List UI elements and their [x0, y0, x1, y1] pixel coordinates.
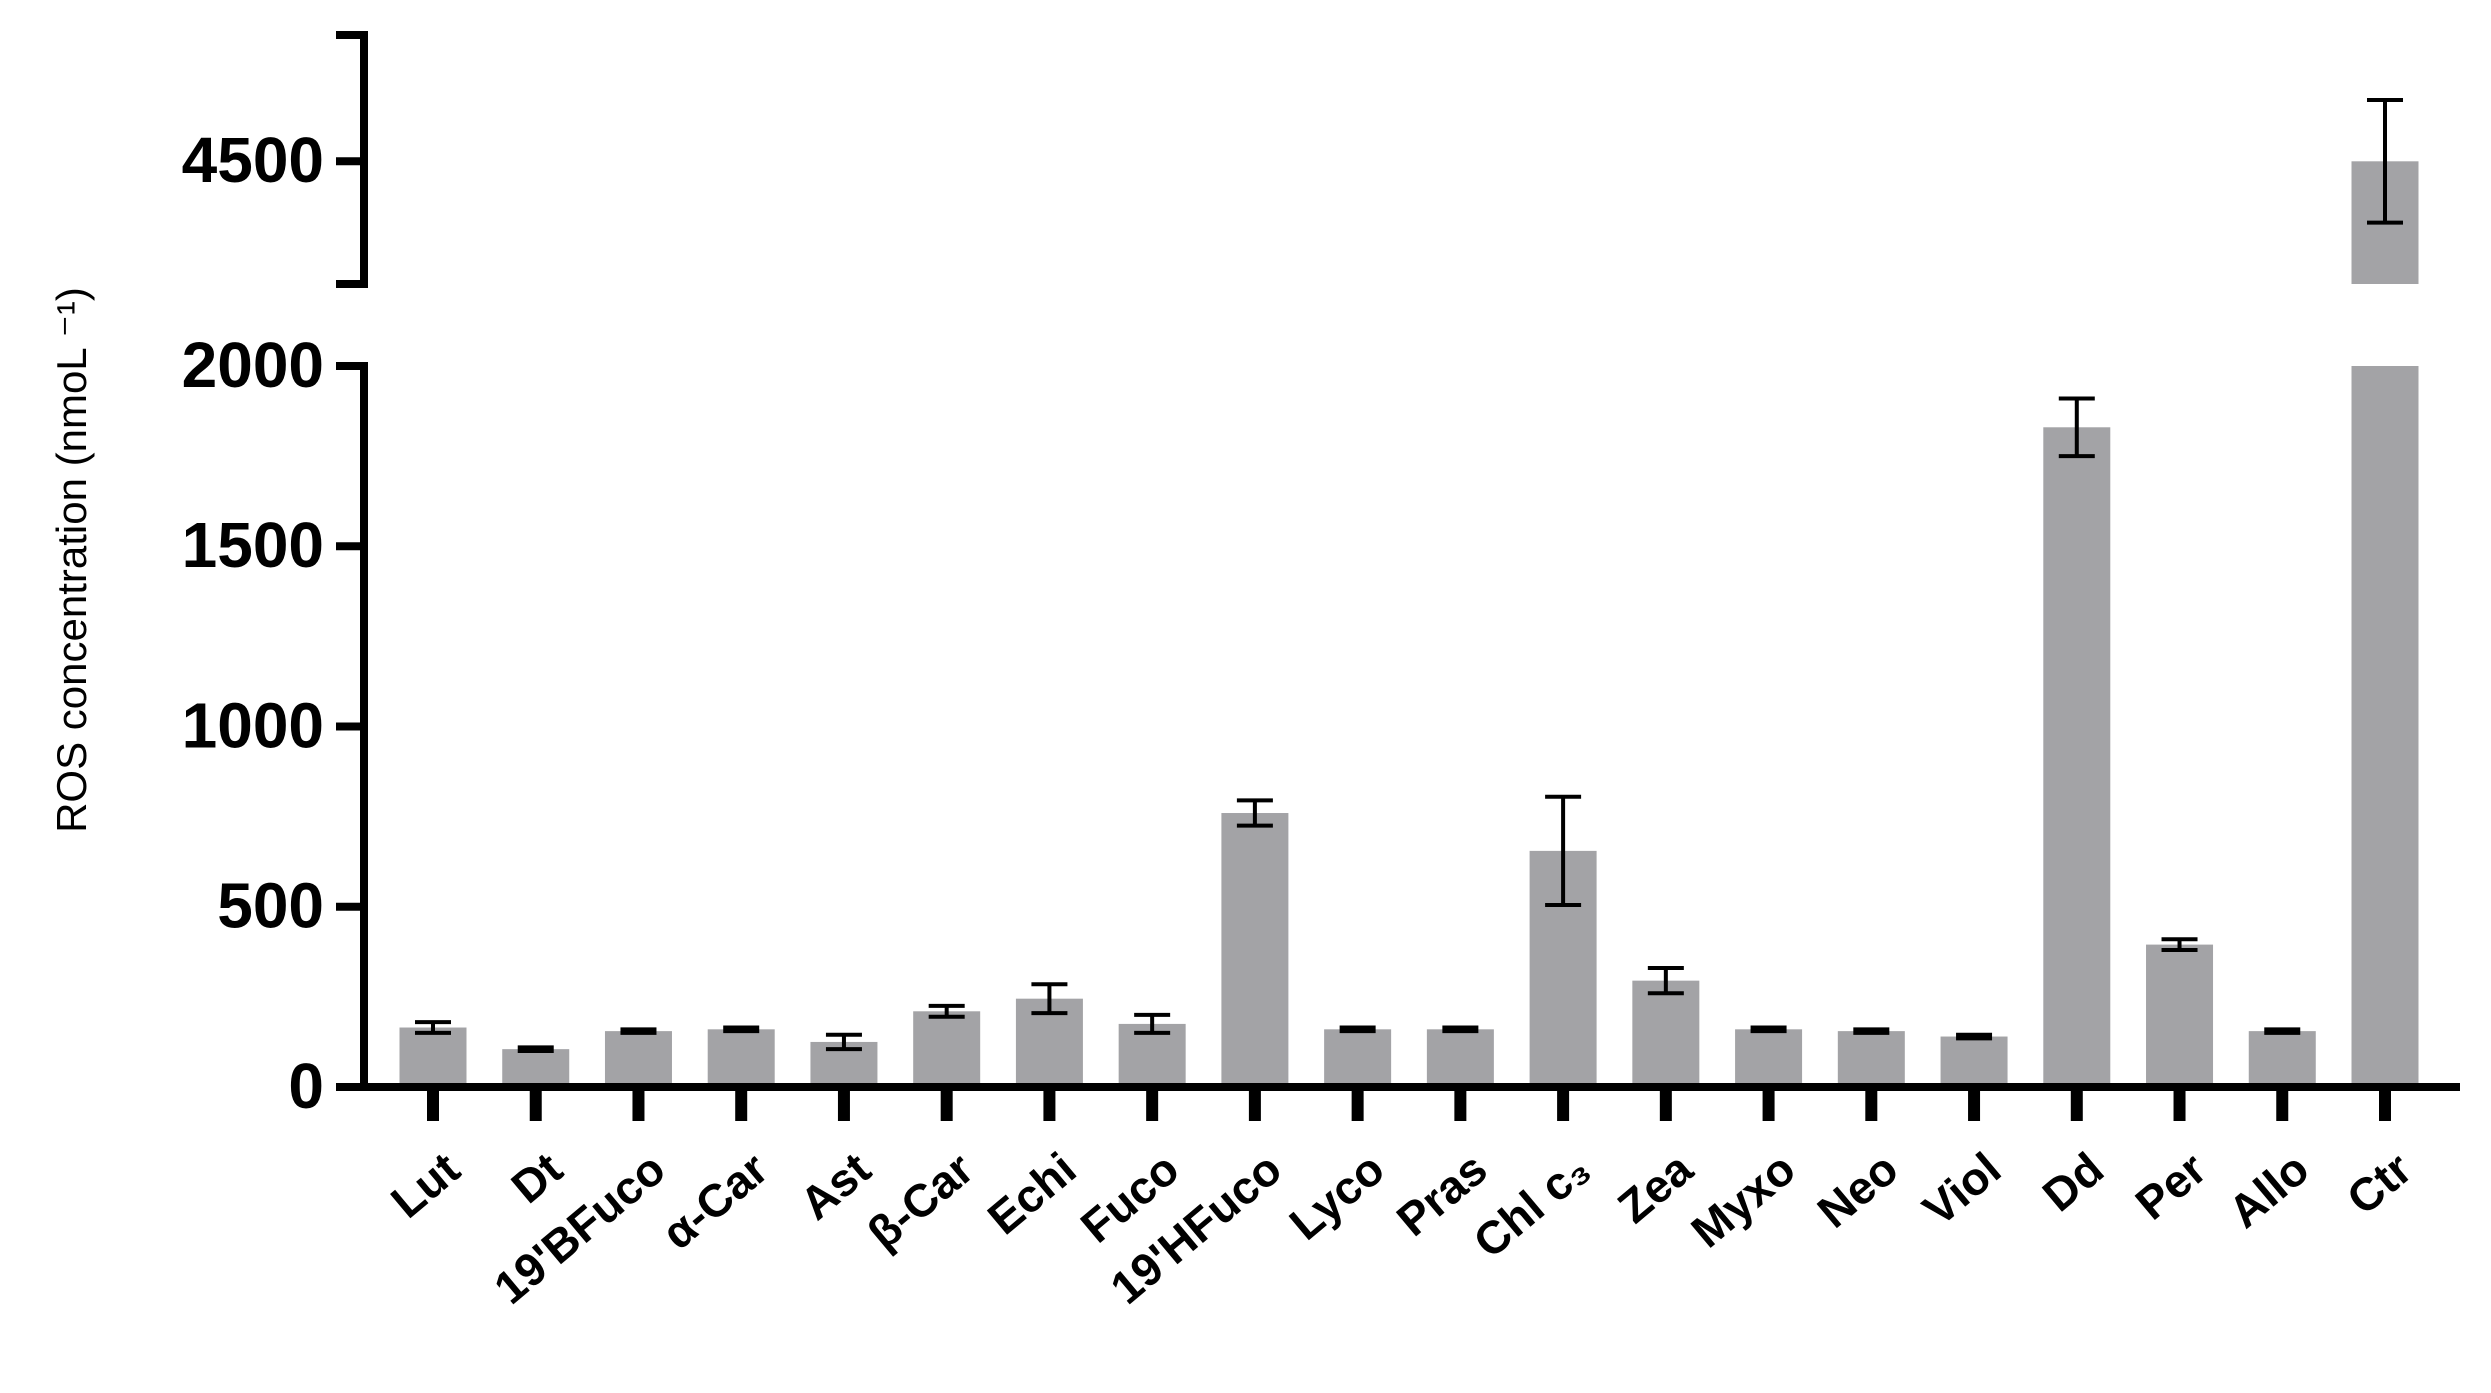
error-bar — [1647, 966, 1684, 996]
bar — [1324, 1029, 1392, 1087]
bar — [1735, 1029, 1803, 1087]
y-tick-label: 2000 — [182, 329, 324, 401]
x-tick-label: Neo — [1808, 1142, 1908, 1238]
y-axis-label: ROS concentration (nmoL ⁻¹) — [48, 287, 95, 833]
error-bar — [415, 1020, 451, 1035]
error-bar — [1031, 982, 1068, 1016]
x-tick-label: Ctr — [2337, 1142, 2421, 1225]
x-tick-label: Dt — [501, 1142, 572, 1213]
x-tick-label: Per — [2126, 1142, 2216, 1230]
error-bar — [1236, 798, 1273, 828]
bar — [399, 1027, 467, 1087]
error-bar — [2058, 396, 2095, 459]
bar — [707, 1029, 775, 1087]
bar — [1426, 1029, 1494, 1087]
x-tick-label: Echi — [978, 1142, 1086, 1244]
y-tick-label: 1000 — [182, 689, 324, 761]
error-bar — [1853, 1027, 1890, 1035]
error-bar — [1545, 794, 1582, 907]
x-tick-label: Myxo — [1681, 1142, 1805, 1257]
x-tick-label: Dd — [2033, 1142, 2113, 1221]
bar — [1632, 980, 1700, 1087]
error-bar — [723, 1025, 760, 1034]
error-bar — [928, 1003, 965, 1019]
bar — [1940, 1036, 2008, 1087]
x-tick-label: Chl c₃ — [1463, 1142, 1599, 1268]
y-tick-label: 1500 — [182, 509, 324, 581]
bar — [2043, 427, 2111, 1087]
bar — [2146, 944, 2214, 1087]
y-tick-label: 500 — [217, 870, 324, 942]
x-tick-label: Viol — [1913, 1142, 2010, 1236]
error-bar — [2264, 1027, 2301, 1035]
x-tick-label: α-Car — [652, 1142, 778, 1259]
error-bar — [620, 1027, 657, 1035]
error-bar — [2367, 97, 2403, 225]
x-tick-label: Lut — [381, 1142, 469, 1228]
error-bar — [1442, 1025, 1479, 1034]
bar — [502, 1049, 570, 1087]
error-bar — [1339, 1025, 1376, 1034]
bar — [604, 1031, 672, 1087]
x-tick-label: β-Car — [857, 1142, 983, 1259]
x-tick-label: Allo — [2219, 1142, 2319, 1238]
error-bar — [2161, 937, 2198, 953]
error-bar — [1134, 1012, 1171, 1035]
y-tick-label: 0 — [288, 1050, 324, 1122]
error-bar — [1956, 1032, 1993, 1041]
bar — [1221, 813, 1289, 1087]
bar — [1837, 1031, 1905, 1087]
error-bar — [825, 1032, 862, 1052]
bar — [2248, 1031, 2316, 1087]
x-tick-label: Lyco — [1280, 1142, 1394, 1250]
bar — [2351, 366, 2419, 1087]
error-bar — [1750, 1025, 1787, 1034]
error-bar — [517, 1045, 554, 1053]
y-tick-label: 4500 — [182, 124, 324, 196]
bar — [913, 1011, 981, 1087]
